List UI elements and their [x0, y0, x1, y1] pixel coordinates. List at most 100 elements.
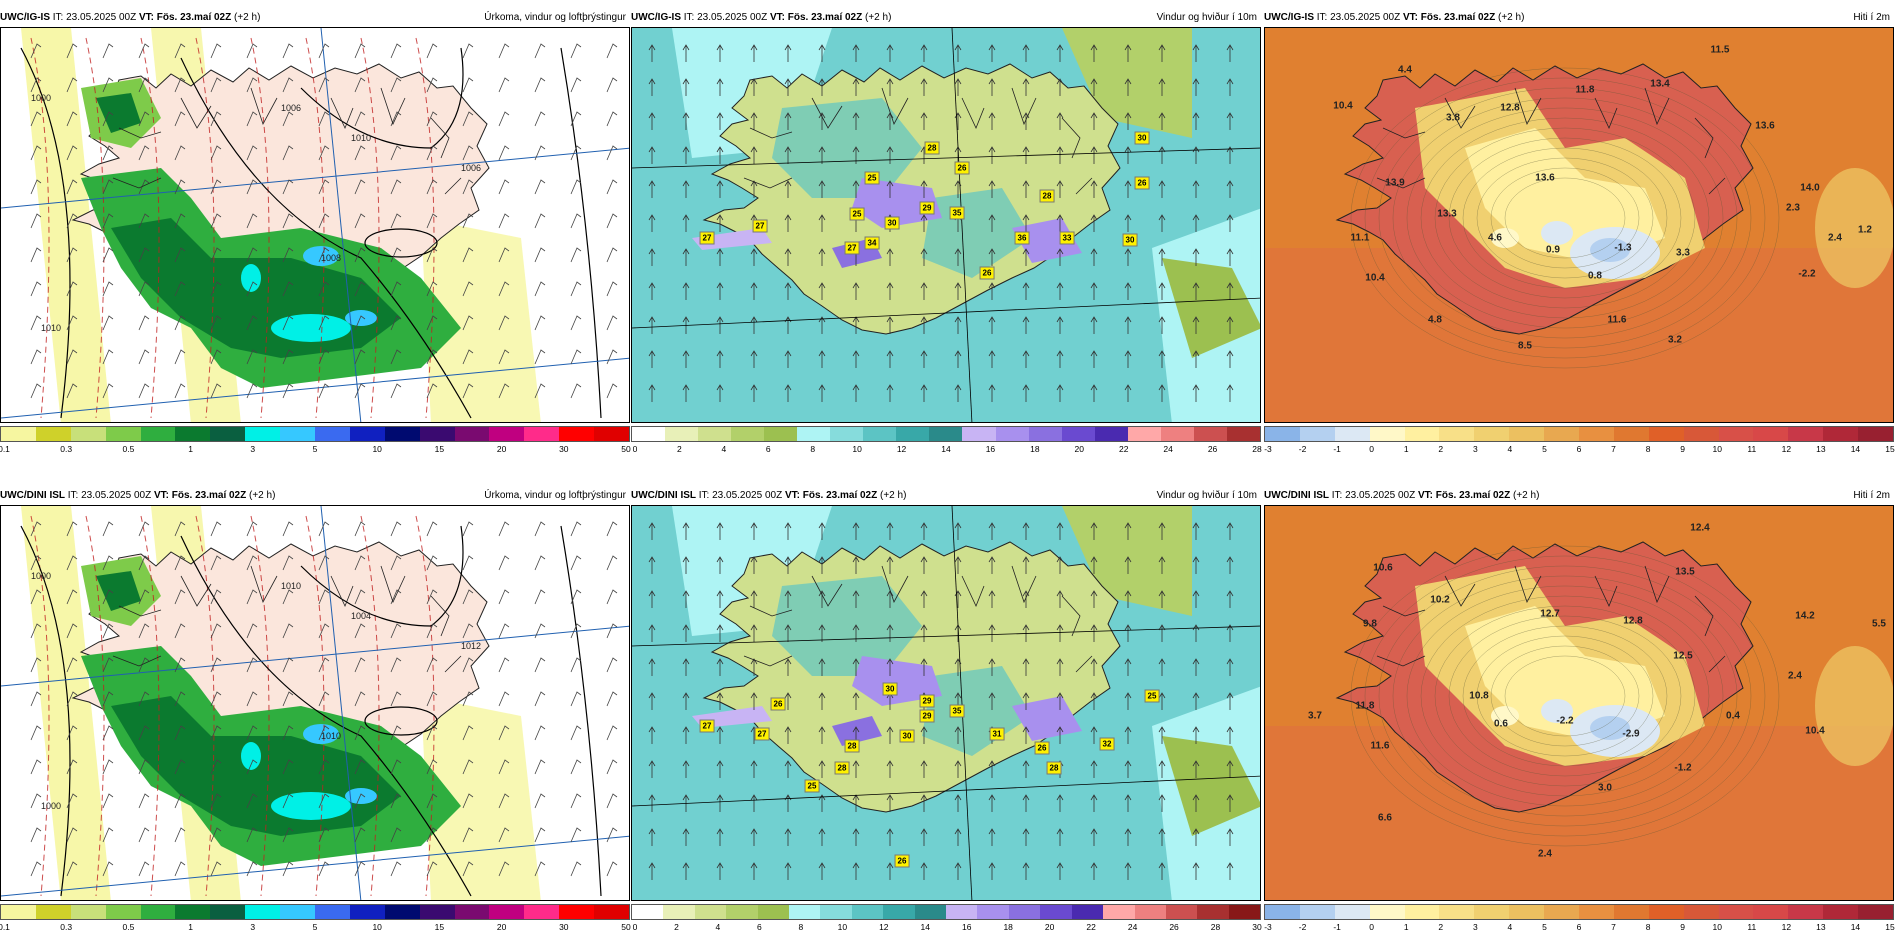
init-time: IT: 23.05.2025 00Z — [1316, 12, 1401, 23]
colorbar-tick-label: 20 — [1044, 922, 1055, 932]
colorbar-swatch — [1103, 905, 1135, 919]
colorbar-swatch — [524, 905, 560, 919]
colorbar-swatch — [1474, 427, 1510, 441]
valid-time: Fös. 23.maí 02Z — [787, 12, 863, 23]
isobar-label: 1010 — [320, 731, 342, 741]
valid-time: Fös. 23.maí 02Z — [171, 490, 247, 501]
temperature-label: -2.2 — [1798, 268, 1816, 280]
isobar-label: 1012 — [460, 641, 482, 651]
valid-time-label: VT: — [769, 12, 785, 23]
colorbar-swatch — [280, 905, 316, 919]
colorbar-tick-label: 30 — [559, 922, 569, 932]
colorbar-swatch — [977, 905, 1009, 919]
colorbar-swatch — [830, 427, 864, 441]
colorbar-tick-label: -2 — [1298, 444, 1307, 454]
colorbar-tick-label: 2 — [1438, 922, 1444, 932]
gust-label: 25 — [1144, 689, 1160, 703]
panel-header: UWC/IG-IS IT: 23.05.2025 00Z VT: Fös. 23… — [631, 10, 1261, 26]
temperature-label: 0.6 — [1494, 718, 1508, 730]
temperature-label: 2.4 — [1788, 670, 1802, 682]
model-name: UWC/IG-IS — [1264, 12, 1314, 23]
colorbar-swatch — [559, 905, 595, 919]
colorbar — [0, 904, 630, 920]
colorbar-tick-label: 5 — [312, 444, 318, 454]
temperature-label: -1.2 — [1674, 762, 1692, 774]
colorbar-swatch — [419, 905, 455, 919]
colorbar-tick-label: 13 — [1816, 444, 1826, 454]
colorbar-tick-label: -1 — [1333, 444, 1341, 454]
gust-label: 27 — [754, 727, 770, 741]
colorbar-tick-label: 16 — [985, 444, 996, 454]
model-name: UWC/IG-IS — [0, 12, 50, 23]
colorbar-swatch — [863, 427, 897, 441]
colorbar-swatch — [454, 905, 490, 919]
colorbar — [0, 426, 630, 442]
colorbar-swatch — [632, 427, 666, 441]
colorbar-swatch — [789, 905, 821, 919]
temperature-label: 13.9 — [1385, 177, 1405, 189]
isobar-label: 1006 — [460, 163, 482, 173]
colorbar-swatch — [1718, 427, 1754, 441]
colorbar-tick-label: 3 — [250, 444, 256, 454]
colorbar-swatch — [35, 427, 71, 441]
colorbar-swatch — [315, 427, 350, 441]
colorbar-tick-label: 18 — [1003, 922, 1013, 932]
map-panel-wind: UWC/IG-IS IT: 23.05.2025 00Z VT: Fös. 23… — [631, 10, 1262, 470]
temperature-label: 1.2 — [1858, 224, 1872, 236]
colorbar-swatch — [1823, 905, 1859, 919]
colorbar-swatch — [1613, 427, 1649, 441]
colorbar-tick-label: 30 — [559, 444, 569, 454]
isobar-label: 1010 — [40, 323, 62, 333]
lead-time: (+2 h) — [1498, 12, 1525, 23]
colorbar-tick-label: 50 — [621, 444, 631, 454]
colorbar-swatch — [315, 905, 350, 919]
colorbar-tick-label: -3 — [1264, 922, 1272, 932]
colorbar-ticks: -3 -2 -1 0 1 2 3 4 5 6 7 8 9 10 11 12 13 14 15 — [1264, 444, 1895, 456]
colorbar-tick-label: -2 — [1298, 922, 1307, 932]
colorbar-swatch — [797, 427, 831, 441]
isobar-label: 1000 — [30, 93, 52, 103]
colorbar-tick-label: 20 — [496, 922, 507, 932]
map-area: 1000 1006 1008 1010 1006 1010 — [0, 27, 630, 423]
colorbar-swatch — [175, 427, 211, 441]
init-time: IT: 23.05.2025 00Z — [1331, 490, 1416, 501]
gust-label: 26 — [770, 697, 786, 711]
temperature-label: 0.9 — [1546, 244, 1560, 256]
colorbar-swatch — [1197, 905, 1229, 919]
colorbar-swatch — [349, 905, 385, 919]
lead-time: (+2 h) — [234, 12, 261, 23]
map-area: 27 26 27 28 29 30 29 35 30 28 25 31 28 26 32 25 26 — [631, 505, 1261, 901]
temperature-label: 3.8 — [1446, 112, 1460, 124]
colorbar-swatch — [559, 427, 595, 441]
map-graphic — [1265, 28, 1893, 422]
temperature-label: 13.4 — [1650, 78, 1670, 90]
colorbar-tick-label: 14 — [941, 444, 951, 454]
colorbar-swatch — [1265, 427, 1300, 441]
colorbar-swatch — [1648, 905, 1684, 919]
temperature-label: 3.3 — [1676, 247, 1690, 259]
panel-title: Hiti í 2m — [1853, 12, 1890, 23]
colorbar-swatch — [757, 905, 790, 919]
colorbar-swatch — [489, 905, 525, 919]
panel-header: UWC/DINI ISL IT: 23.05.2025 00Z VT: Fös.… — [631, 488, 1261, 504]
model-name: UWC/IG-IS — [631, 12, 681, 23]
colorbar-swatch — [1094, 427, 1128, 441]
colorbar-tick-label: 24 — [1127, 922, 1138, 932]
colorbar-swatch — [70, 905, 106, 919]
colorbar-swatch — [1165, 905, 1198, 919]
gust-label: 29 — [919, 201, 935, 215]
map-graphic — [1265, 506, 1893, 900]
isobar-label: 1010 — [280, 581, 302, 591]
colorbar-ticks: 0.1 0.3 0.5 1 3 5 10 15 20 30 50 — [0, 444, 631, 456]
temperature-label: 4.4 — [1398, 64, 1412, 76]
colorbar-swatch — [1, 905, 36, 919]
colorbar-tick-label: 12 — [1781, 444, 1792, 454]
lead-time: (+2 h) — [249, 490, 276, 501]
colorbar-swatch — [1369, 427, 1405, 441]
temperature-label: -1.3 — [1614, 242, 1632, 254]
colorbar-tick-label: 7 — [1611, 922, 1616, 932]
valid-time: Fös. 23.maí 02Z — [1420, 12, 1496, 23]
colorbar-swatch — [632, 905, 664, 919]
colorbar-tick-label: 0.3 — [60, 922, 73, 932]
panel-title: Vindur og hviður í 10m — [1156, 490, 1257, 501]
